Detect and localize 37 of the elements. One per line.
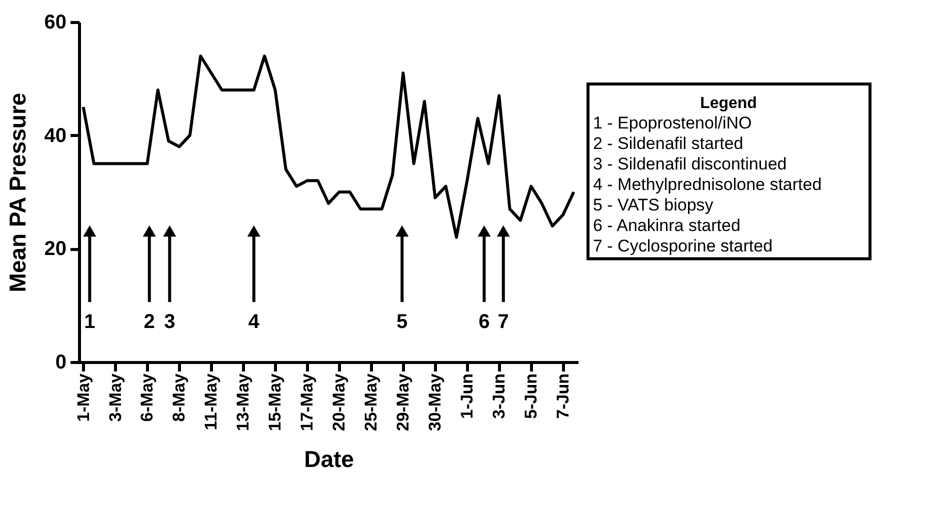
text: 2 - Sildenafil started (593, 134, 744, 153)
x-tick-label: 3-Jun (490, 374, 509, 419)
x-tick-label: 8-May (170, 372, 189, 422)
y-tick-label: 20 (44, 238, 66, 260)
annotation: 6 (478, 311, 490, 333)
y-tick-label: 40 (44, 124, 66, 147)
x-tick-label: 6-May (138, 372, 157, 422)
annotation: 7 (498, 311, 509, 333)
annotation: 2 (144, 311, 155, 333)
text: 7 - Cyclosporine started (593, 236, 773, 256)
text: 1 - Epoprostenol/iNO (593, 114, 752, 132)
x-tick-label: 30-May (426, 372, 445, 432)
text: 5 - VATS biopsy (593, 196, 714, 214)
text: 3 - Sildenafil discontinued (593, 154, 787, 174)
annotation: 3 (164, 311, 176, 333)
x-tick-label: 1-Jun (458, 374, 477, 419)
y-tick-label: 0 (55, 352, 66, 374)
x-tick-label: 5-Jun (522, 374, 541, 419)
text: 4 - Methylprednisolone started (593, 175, 822, 194)
x-tick-label: 13-May (234, 372, 253, 432)
annotation: 5 (396, 311, 408, 333)
annotation: 4 (248, 311, 260, 333)
text: 6 - Anakinra started (593, 216, 740, 235)
x-tick-label: 11-May (202, 372, 221, 430)
text: Legend (700, 95, 757, 112)
annotation: 1 (84, 311, 96, 333)
x-axis-title: Date (304, 446, 354, 472)
x-tick-label: 7-Jun (554, 374, 573, 419)
x-tick-label: 3-May (106, 372, 125, 422)
y-axis-title: Mean PA Pressure (4, 92, 30, 292)
x-tick-label: 17-May (298, 372, 317, 432)
x-tick-label: 29-May (394, 372, 413, 432)
x-tick-label: 20-May (330, 372, 349, 432)
x-tick-label: 1-May (74, 372, 93, 422)
y-tick-label: 60 (44, 12, 66, 34)
x-tick-label: 25-May (362, 372, 381, 432)
x-tick-label: 15-May (266, 372, 285, 432)
